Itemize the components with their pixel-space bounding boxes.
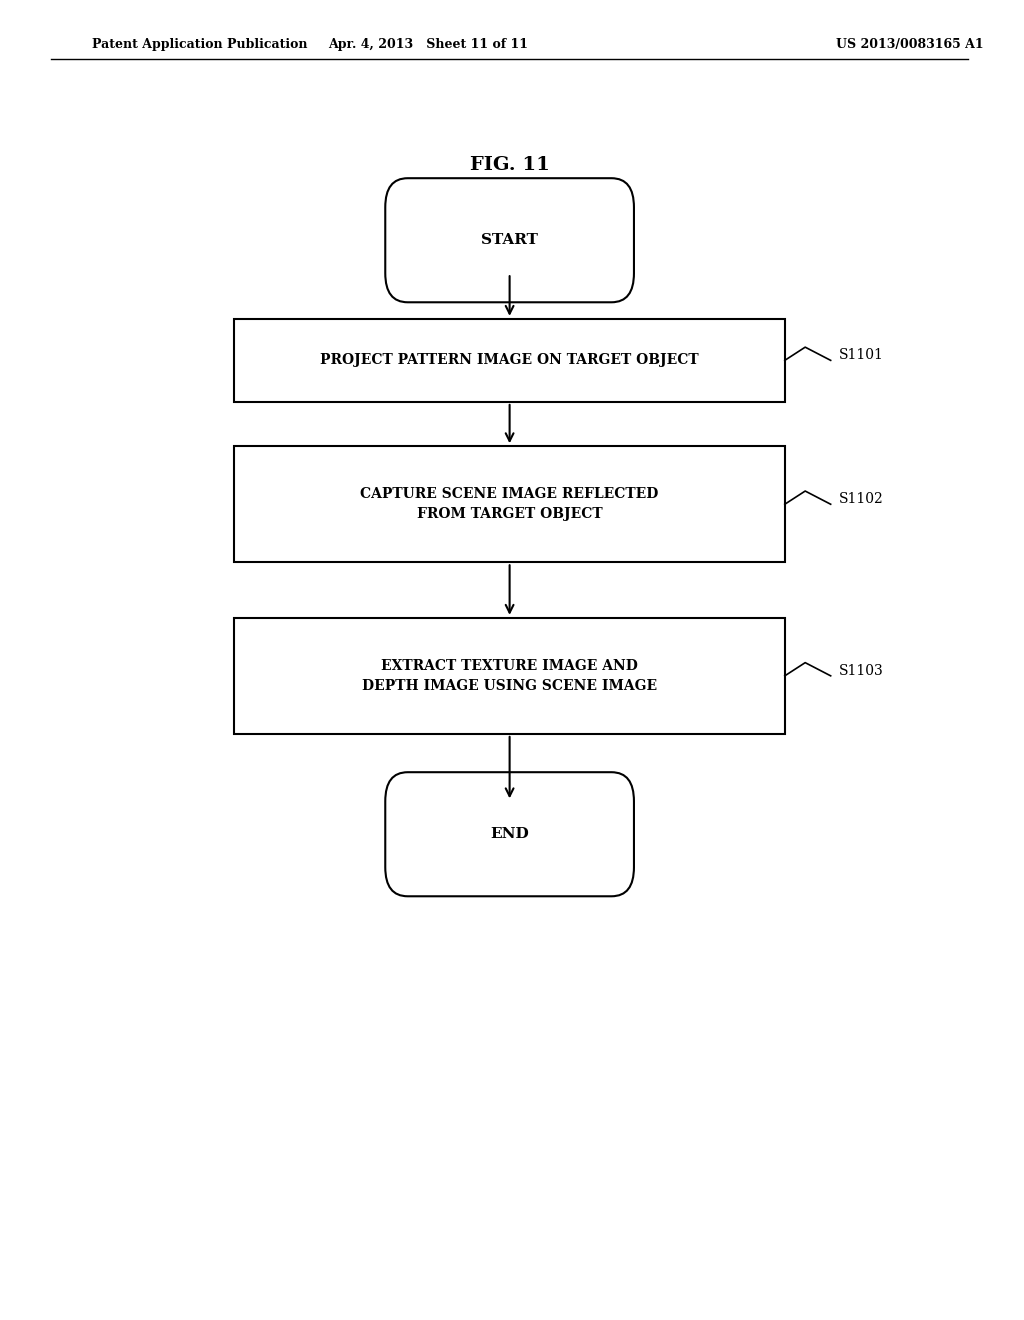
Text: Apr. 4, 2013   Sheet 11 of 11: Apr. 4, 2013 Sheet 11 of 11 <box>328 38 528 51</box>
Text: S1103: S1103 <box>839 664 884 677</box>
Text: S1101: S1101 <box>839 348 884 362</box>
Text: US 2013/0083165 A1: US 2013/0083165 A1 <box>836 38 983 51</box>
Text: FIG. 11: FIG. 11 <box>470 156 550 174</box>
Text: END: END <box>490 828 529 841</box>
Text: Patent Application Publication: Patent Application Publication <box>92 38 307 51</box>
FancyBboxPatch shape <box>234 319 784 401</box>
FancyBboxPatch shape <box>385 772 634 896</box>
Text: CAPTURE SCENE IMAGE REFLECTED
FROM TARGET OBJECT: CAPTURE SCENE IMAGE REFLECTED FROM TARGE… <box>360 487 658 521</box>
Text: EXTRACT TEXTURE IMAGE AND
DEPTH IMAGE USING SCENE IMAGE: EXTRACT TEXTURE IMAGE AND DEPTH IMAGE US… <box>362 659 657 693</box>
Text: START: START <box>481 234 538 247</box>
FancyBboxPatch shape <box>385 178 634 302</box>
FancyBboxPatch shape <box>234 618 784 734</box>
Text: PROJECT PATTERN IMAGE ON TARGET OBJECT: PROJECT PATTERN IMAGE ON TARGET OBJECT <box>321 354 699 367</box>
FancyBboxPatch shape <box>234 446 784 562</box>
Text: S1102: S1102 <box>839 492 884 506</box>
